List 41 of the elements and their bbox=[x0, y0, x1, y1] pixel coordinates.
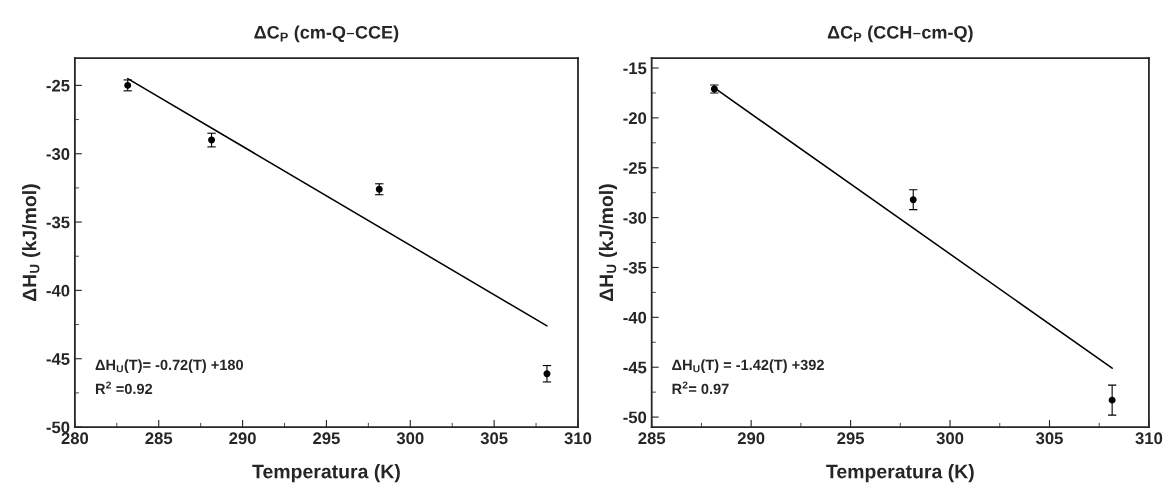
x-tick-label: 290 bbox=[737, 432, 765, 445]
y-tick-label: -40 bbox=[623, 311, 647, 324]
x-tick-label: 285 bbox=[145, 432, 173, 445]
x-tick-label: 290 bbox=[229, 432, 256, 445]
y-axis-title: ΔH$_{U}$ (kJ/mol) bbox=[22, 184, 41, 302]
x-tick-label: 310 bbox=[564, 432, 592, 445]
y-tick-label: -30 bbox=[623, 212, 647, 224]
point bbox=[543, 370, 551, 378]
y-tick-label: -50 bbox=[46, 421, 70, 434]
y-tick-label: -30 bbox=[46, 148, 70, 160]
x-tick-label: 295 bbox=[313, 432, 340, 445]
annotation: R$^{2}$= 0.97 bbox=[672, 381, 729, 395]
x-tick-label: 300 bbox=[396, 432, 424, 445]
x-tick-label: 295 bbox=[837, 432, 865, 445]
point bbox=[1108, 396, 1116, 404]
y-tick-label: -40 bbox=[46, 284, 70, 297]
y-tick-label: -45 bbox=[46, 353, 70, 365]
y-tick-label: -35 bbox=[46, 216, 70, 229]
y-axis-title: ΔH$_{U}$ (kJ/mol) bbox=[598, 184, 618, 302]
y-tick-label: -15 bbox=[623, 62, 647, 75]
y-tick-label: -45 bbox=[623, 361, 647, 374]
point bbox=[208, 136, 216, 144]
y-tick-label: -25 bbox=[46, 79, 70, 92]
x-tick-label: 300 bbox=[936, 432, 964, 445]
x-tick-label: 305 bbox=[1035, 432, 1063, 445]
annotation: ΔH$_{U}$(T)= -0.72(T) +180 bbox=[95, 359, 244, 373]
x-tick-label: 305 bbox=[480, 432, 508, 445]
point bbox=[909, 196, 917, 204]
annotation: ΔH$_{U}$(T) = -1.42(T) +392 bbox=[672, 359, 824, 373]
x-tick-label: 285 bbox=[638, 432, 666, 445]
y-tick-label: -50 bbox=[623, 411, 647, 424]
x-axis-title: Temperatura (K) bbox=[252, 464, 400, 483]
y-tick-label: -25 bbox=[623, 162, 647, 174]
x-tick-label: 280 bbox=[61, 432, 89, 445]
x-axis-title: Temperatura (K) bbox=[826, 464, 974, 483]
annotation: R$^{2}$ =0.92 bbox=[95, 381, 153, 395]
chart-title: ΔC$_{P}$ (CCH–cm-Q) bbox=[827, 25, 973, 43]
y-tick-label: -20 bbox=[623, 112, 647, 125]
chart-title: ΔC$_{P}$ (cm-Q–CCE) bbox=[254, 25, 399, 43]
y-tick-label: -35 bbox=[623, 261, 647, 274]
x-tick-label: 310 bbox=[1135, 432, 1163, 445]
